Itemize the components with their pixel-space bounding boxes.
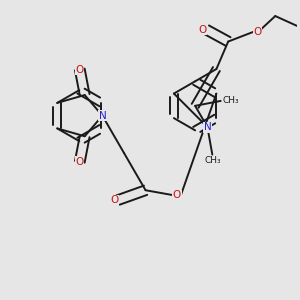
Text: CH₃: CH₃ xyxy=(204,156,220,165)
Text: O: O xyxy=(76,64,84,74)
Text: O: O xyxy=(76,157,84,167)
Text: O: O xyxy=(199,25,207,35)
Text: O: O xyxy=(254,27,262,37)
Text: CH₃: CH₃ xyxy=(222,96,239,105)
Text: O: O xyxy=(110,195,118,205)
Text: N: N xyxy=(203,122,211,132)
Text: N: N xyxy=(98,111,106,121)
Text: O: O xyxy=(173,190,181,200)
